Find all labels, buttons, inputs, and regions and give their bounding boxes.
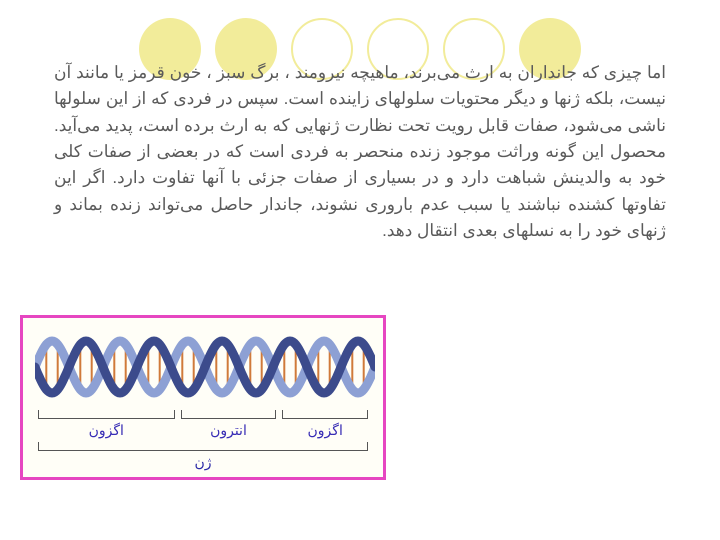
segment-bracket: [38, 410, 175, 419]
segment-bracket: [181, 410, 277, 419]
segment-label: اگزون: [279, 422, 371, 439]
segment-labels: اگزونانتروناگزون: [35, 410, 371, 439]
figure-wrap: اگزونانتروناگزون ژن: [20, 315, 386, 480]
gene-label: ژن: [35, 454, 371, 471]
segment: اگزون: [35, 410, 178, 439]
dna-figure: اگزونانتروناگزون ژن: [20, 315, 386, 480]
segment-label: اگزون: [35, 422, 178, 439]
content: اما چیزی که جانداران به ارث می‌برند، ماه…: [0, 0, 720, 244]
segment-bracket: [282, 410, 368, 419]
dna-diagram: [35, 328, 375, 406]
body-paragraph: اما چیزی که جانداران به ارث می‌برند، ماه…: [54, 60, 666, 244]
segment: اگزون: [279, 410, 371, 439]
segment: انترون: [178, 410, 280, 439]
segment-label: انترون: [178, 422, 280, 439]
gene-bracket: [38, 442, 368, 451]
gene-row: ژن: [35, 442, 371, 471]
